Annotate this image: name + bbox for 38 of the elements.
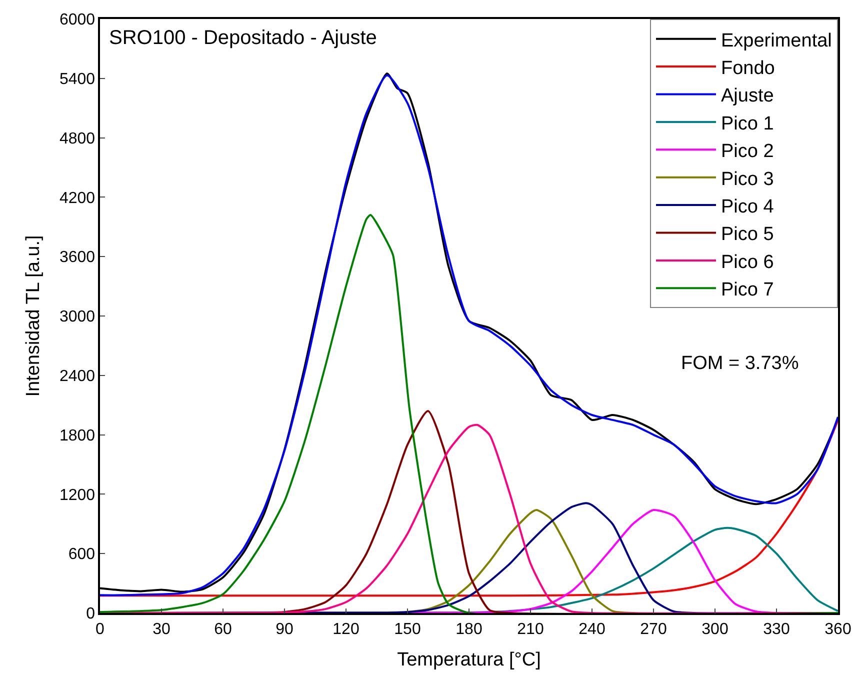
y-tick-label: 600	[68, 546, 96, 564]
chart-title: SRO100 - Depositado - Ajuste	[109, 27, 377, 49]
x-axis-title: Temperatura [°C]	[397, 649, 541, 670]
legend-label: Pico 1	[721, 113, 774, 134]
y-tick-label: 6000	[59, 12, 96, 29]
x-tick-label: 120	[332, 620, 360, 638]
x-tick-label: 270	[640, 620, 667, 638]
x-tick-label: 210	[517, 620, 544, 638]
x-tick-label: 60	[214, 620, 232, 638]
legend-label: Pico 7	[721, 280, 774, 301]
y-tick-label: 3000	[59, 308, 96, 326]
legend-label: Ajuste	[721, 86, 774, 107]
x-tick-label: 30	[152, 620, 170, 638]
y-tick-label: 2400	[59, 368, 96, 385]
x-tick-label: 330	[763, 620, 790, 638]
annotation: FOM = 3.73%	[681, 353, 799, 374]
y-tick-label: 4200	[59, 190, 96, 207]
y-tick-label: 1800	[59, 427, 96, 444]
legend-label: Pico 6	[721, 252, 774, 273]
x-tick-label: 150	[394, 620, 421, 638]
y-axis-title: Intensidad TL [a.u.]	[22, 235, 44, 397]
y-tick-label: 1200	[59, 486, 96, 504]
x-tick-label: 240	[578, 620, 606, 638]
y-tick-label: 3600	[59, 249, 96, 266]
legend-label: Fondo	[721, 58, 775, 79]
legend-label: Pico 5	[721, 224, 774, 246]
legend-label: Pico 2	[721, 141, 774, 162]
x-tick-label: 360	[824, 620, 852, 638]
y-tick-label: 4800	[59, 130, 96, 148]
legend-label: Pico 4	[721, 196, 774, 218]
y-tick-label: 5400	[59, 71, 96, 88]
legend-label: Pico 3	[721, 168, 774, 190]
y-tick-label: 0	[86, 606, 96, 623]
legend-label: Experimental	[721, 30, 832, 52]
x-tick-label: 180	[456, 620, 482, 638]
line-series	[100, 214, 838, 613]
x-tick-label: 90	[276, 620, 294, 638]
x-tick-label: 300	[702, 620, 728, 638]
